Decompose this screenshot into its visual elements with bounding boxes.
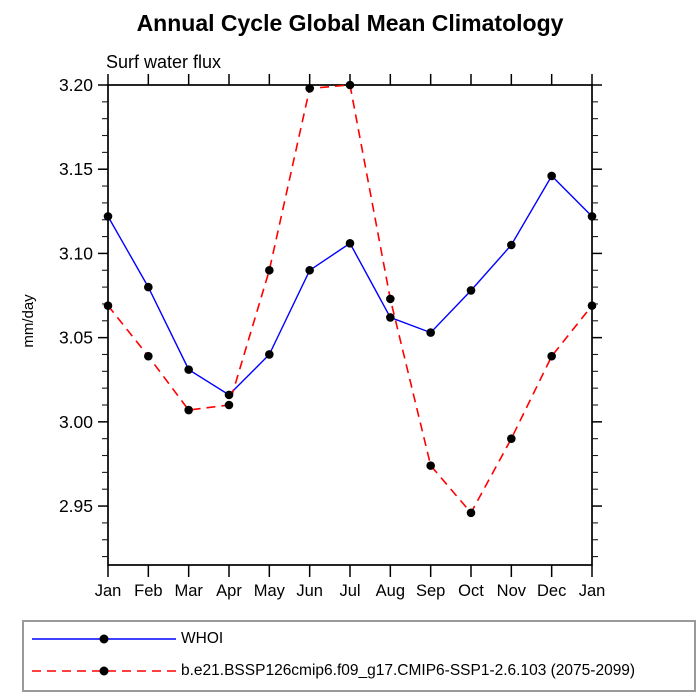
x-tick-label: Jun — [296, 582, 323, 600]
series-1-marker — [386, 294, 395, 304]
x-tick-label: Dec — [537, 582, 566, 600]
axis-frame — [107, 84, 593, 566]
y-tick-label: 3.20 — [59, 75, 93, 95]
series-1-marker — [507, 434, 516, 443]
plot-area: 3.20 3.15 3.10 3.05 3.00 2.95 Jan Feb Mar Apr May J… — [59, 74, 606, 600]
x-tick-label: Apr — [216, 582, 242, 600]
legend-line-sample-dashed — [32, 666, 176, 676]
y-tick-label: 2.95 — [59, 496, 93, 516]
series-1-marker — [426, 461, 435, 470]
x-tick-label: Nov — [497, 582, 527, 600]
x-tick-label: Sep — [416, 582, 445, 600]
legend-line-sample-solid — [32, 634, 176, 644]
legend-item-model: b.e21.BSSP126cmip6.f09_g17.CMIP6-SSP1-2.… — [24, 656, 694, 686]
series-line-0 — [107, 174, 593, 396]
series-1-marker — [265, 265, 274, 275]
series-1-marker — [224, 400, 234, 410]
legend-label-whoi: WHOI — [181, 630, 224, 647]
x-tick-label: Jan — [95, 582, 122, 600]
series-1-marker — [144, 351, 153, 361]
y-tick-label: 3.15 — [59, 159, 93, 179]
y-tick-label: 3.05 — [59, 328, 93, 348]
legend-item-whoi: WHOI — [24, 624, 694, 654]
x-tick-label: Aug — [376, 582, 405, 600]
series-1-marker — [466, 508, 476, 518]
x-tick-label: Jul — [339, 582, 360, 600]
series-0-marker — [345, 239, 355, 248]
x-tick-label: May — [254, 582, 286, 600]
series-line-1 — [107, 84, 593, 515]
series-0-marker — [547, 171, 556, 181]
series-0-marker — [305, 265, 314, 275]
series-0-marker — [103, 212, 113, 221]
series-0-marker — [224, 390, 234, 400]
series-1-marker — [547, 351, 556, 361]
chart-subtitle: Surf water flux — [106, 52, 222, 72]
y-tick-label: 3.10 — [59, 243, 93, 263]
series-0-marker — [265, 350, 274, 359]
chart-title: Annual Cycle Global Mean Climatology — [136, 10, 564, 36]
legend: WHOI b.e21.BSSP126cmip6.f09_g17.CMIP6-SS… — [22, 620, 696, 692]
series-0-marker — [184, 365, 193, 374]
series-0-marker — [386, 313, 395, 322]
x-tick-label: Jan — [579, 582, 606, 600]
series-1-marker — [103, 301, 113, 310]
x-tick-label: Oct — [458, 582, 484, 600]
series-0-marker — [466, 286, 476, 295]
series-0-marker — [587, 212, 597, 221]
series-1-marker — [305, 84, 314, 93]
series-0-marker — [144, 282, 153, 292]
y-tick-label: 3.00 — [59, 412, 93, 432]
series-0-marker — [426, 328, 435, 337]
series-0-marker — [507, 240, 516, 250]
series-1-marker — [345, 80, 355, 90]
series-1-marker — [587, 301, 597, 310]
x-tick-label: Mar — [174, 582, 203, 600]
x-tick-label: Feb — [134, 582, 162, 600]
legend-label-model: b.e21.BSSP126cmip6.f09_g17.CMIP6-SSP1-2.… — [181, 662, 636, 679]
series-1-marker — [184, 405, 193, 415]
